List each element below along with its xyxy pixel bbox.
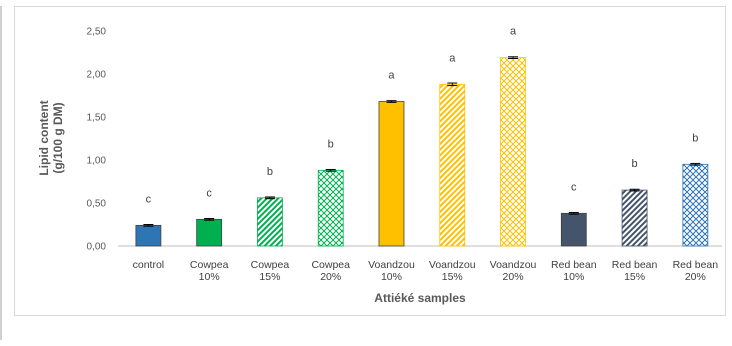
bar bbox=[257, 197, 283, 247]
error-bar bbox=[386, 100, 397, 103]
category-label: Voandzou bbox=[490, 259, 537, 271]
category-label: Cowpea bbox=[251, 259, 290, 271]
category-label: 15% bbox=[259, 271, 280, 283]
significance-letter: b bbox=[267, 166, 273, 178]
error-bar bbox=[325, 168, 336, 172]
bar bbox=[560, 212, 587, 247]
category-label: 10% bbox=[563, 271, 584, 283]
significance-letter: c bbox=[206, 187, 212, 199]
bar bbox=[317, 169, 344, 247]
error-bar bbox=[629, 188, 640, 192]
chart-frame bbox=[14, 6, 726, 316]
category-label: control bbox=[133, 259, 165, 271]
significance-letter: a bbox=[388, 70, 395, 82]
category-label: 10% bbox=[381, 271, 402, 283]
significance-letter: b bbox=[632, 158, 638, 170]
category-label: 10% bbox=[199, 271, 220, 283]
significance-letter: b bbox=[692, 132, 698, 144]
error-bars bbox=[143, 56, 701, 227]
x-axis-title: Attiéké samples bbox=[374, 291, 466, 305]
y-tick-label: 0,50 bbox=[87, 199, 107, 210]
y-tick-label: 1,00 bbox=[87, 156, 107, 167]
bar bbox=[439, 83, 466, 247]
category-label: 15% bbox=[442, 271, 463, 283]
error-bar bbox=[690, 162, 701, 166]
category-label: Cowpea bbox=[190, 259, 229, 271]
y-axis-ticks: 0,00 0,50 1,00 1,50 2,00 2,50 bbox=[87, 27, 107, 253]
y-axis-title-line: (g/100 g DM) bbox=[51, 102, 65, 173]
category-label: 20% bbox=[685, 271, 706, 283]
bars bbox=[135, 57, 709, 247]
category-label: Voandzou bbox=[429, 259, 476, 271]
category-label: Voandzou bbox=[368, 259, 415, 271]
category-labels: control Cowpea10%Cowpea15%Cowpea20%Voandz… bbox=[133, 259, 719, 283]
significance-letters: c c b b a a a c b b bbox=[146, 26, 699, 206]
y-tick-label: 2,50 bbox=[87, 27, 107, 38]
category-label: 20% bbox=[503, 271, 524, 283]
significance-letter: c bbox=[146, 193, 152, 205]
error-bar bbox=[204, 217, 215, 221]
error-bar bbox=[568, 211, 579, 215]
category-label: 20% bbox=[320, 271, 341, 283]
y-axis-title-line: Lipid content bbox=[37, 100, 51, 175]
significance-letter: c bbox=[571, 181, 577, 193]
bar bbox=[196, 218, 223, 247]
y-axis-title: Lipid content (g/100 g DM) bbox=[37, 100, 65, 175]
error-bar bbox=[143, 224, 154, 227]
y-tick-label: 2,00 bbox=[87, 70, 107, 81]
bar bbox=[378, 101, 405, 247]
bar bbox=[621, 189, 648, 247]
y-tick-label: 0,00 bbox=[87, 242, 107, 253]
bar bbox=[500, 57, 526, 247]
significance-letter: b bbox=[328, 138, 334, 150]
category-label: Red bean bbox=[612, 259, 658, 271]
y-tick-label: 1,50 bbox=[87, 113, 107, 124]
category-label: Red bean bbox=[551, 259, 597, 271]
bar bbox=[135, 224, 162, 247]
significance-letter: a bbox=[449, 52, 456, 64]
page-edge-line bbox=[0, 6, 2, 340]
error-bar bbox=[264, 196, 275, 200]
category-label: Cowpea bbox=[311, 259, 350, 271]
category-label: 15% bbox=[624, 271, 645, 283]
error-bar bbox=[447, 82, 458, 87]
bar bbox=[682, 163, 709, 247]
error-bar bbox=[508, 56, 519, 60]
significance-letter: a bbox=[510, 26, 517, 38]
category-label: Red bean bbox=[673, 259, 719, 271]
